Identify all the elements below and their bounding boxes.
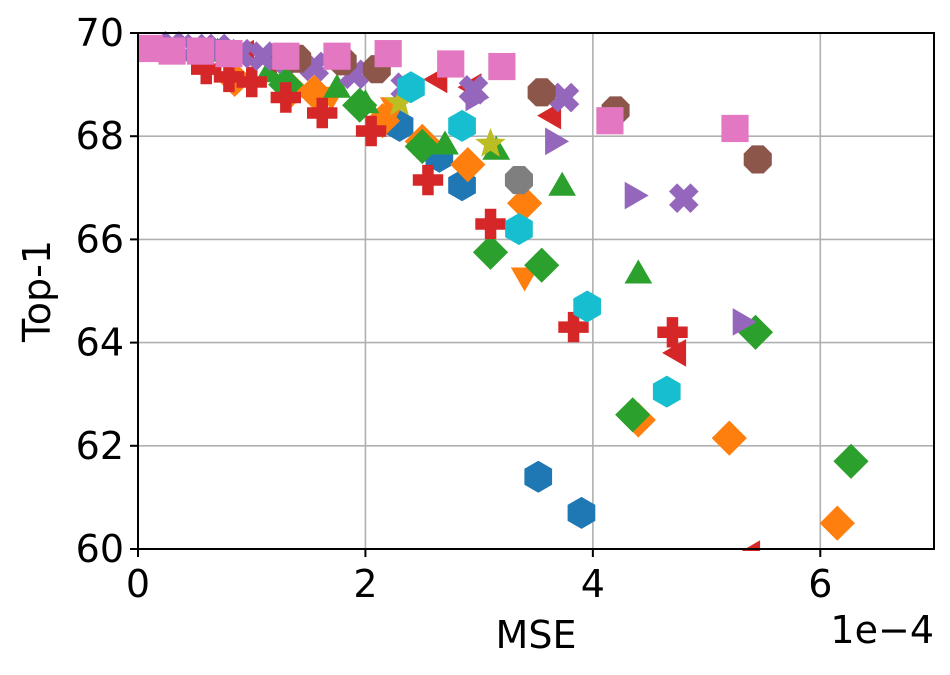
data-point-square: [374, 40, 402, 68]
x-axis-title: MSE: [496, 613, 577, 657]
data-point-square: [323, 42, 351, 70]
data-point-diamond: [472, 234, 509, 270]
data-point-triangle-left: [662, 339, 687, 367]
data-point-square: [437, 50, 465, 78]
data-point-plus: [270, 82, 301, 113]
series-13-hexagon: [397, 71, 681, 408]
series-5-plus: [191, 53, 688, 348]
data-point-hexagon: [567, 496, 596, 529]
data-point-plus: [475, 208, 506, 240]
data-point-diamond: [833, 443, 869, 479]
data-points: [138, 31, 869, 551]
data-point-x: [458, 74, 489, 105]
data-point-diamond: [615, 397, 651, 433]
axis-ticks: 0 2 4 6 60 62 64 66 68 70: [76, 11, 833, 606]
data-point-square: [488, 52, 516, 81]
data-point-diamond: [711, 420, 747, 456]
data-point-diamond: [296, 74, 332, 110]
data-point-square: [158, 37, 186, 65]
data-point-diamond: [404, 128, 440, 165]
data-point-hexagon: [652, 375, 681, 408]
data-point-square: [272, 42, 300, 70]
data-point-square: [596, 107, 624, 135]
data-point-plus: [307, 97, 338, 129]
data-point-triangle-right: [545, 127, 570, 156]
data-point-star: [475, 127, 506, 157]
data-point-octagon: [527, 78, 556, 107]
series-6-triangle-left: [230, 39, 761, 551]
data-point-triangle-up: [548, 171, 576, 196]
data-point-diamond: [450, 147, 486, 183]
data-point-hexagon: [573, 290, 601, 323]
data-point-x: [668, 183, 699, 213]
x-axis-offset-label: 1e−4: [830, 608, 934, 652]
data-point-plus: [412, 164, 444, 196]
data-point-diamond: [819, 505, 855, 541]
y-axis-title: Top-1: [15, 240, 59, 343]
data-point-plus: [657, 317, 688, 348]
data-point-hexagon: [448, 109, 476, 142]
data-point-diamond: [524, 247, 560, 283]
data-point-triangle-right: [732, 308, 757, 336]
y-tick-label: 62: [76, 424, 124, 468]
axes-frame: [137, 32, 935, 550]
data-point-hexagon: [397, 71, 425, 104]
data-point-square: [215, 40, 243, 68]
data-point-square: [721, 114, 749, 143]
x-tick-label: 2: [353, 562, 377, 606]
series-10-square: [138, 34, 749, 143]
data-point-hexagon: [505, 213, 533, 246]
data-point-plus: [236, 66, 267, 98]
data-point-triangle-right: [624, 181, 649, 210]
data-point-diamond: [342, 87, 378, 123]
data-point-plus: [191, 53, 222, 85]
data-point-triangle-up: [431, 130, 459, 155]
y-tick-label: 66: [76, 217, 124, 261]
data-point-plus: [558, 311, 589, 343]
series-0-hexagon: [385, 109, 596, 529]
series-9-octagon: [283, 44, 772, 174]
data-point-square: [186, 37, 215, 65]
data-point-triangle-down: [510, 267, 539, 292]
y-tick-label: 60: [76, 527, 124, 571]
data-point-plus: [213, 61, 245, 93]
data-point-diamond: [507, 185, 543, 221]
data-point-plus: [355, 115, 387, 147]
series-11-octagon: [504, 166, 533, 195]
data-point-star: [384, 86, 415, 116]
data-point-octagon: [743, 145, 772, 174]
data-point-hexagon: [524, 460, 553, 493]
series-12-star: [384, 86, 506, 157]
data-point-triangle-up: [323, 73, 351, 98]
x-tick-label: 4: [581, 562, 605, 606]
y-tick-label: 68: [76, 114, 124, 158]
y-tick-label: 64: [76, 321, 124, 365]
x-tick-label: 0: [126, 562, 150, 606]
x-tick-label: 6: [808, 562, 832, 606]
data-point-triangle-up: [624, 259, 653, 284]
data-point-triangle-left: [741, 540, 761, 551]
y-tick-label: 70: [76, 11, 124, 55]
data-point-x: [248, 41, 278, 72]
data-point-octagon: [504, 166, 533, 195]
data-point-x: [549, 82, 580, 113]
